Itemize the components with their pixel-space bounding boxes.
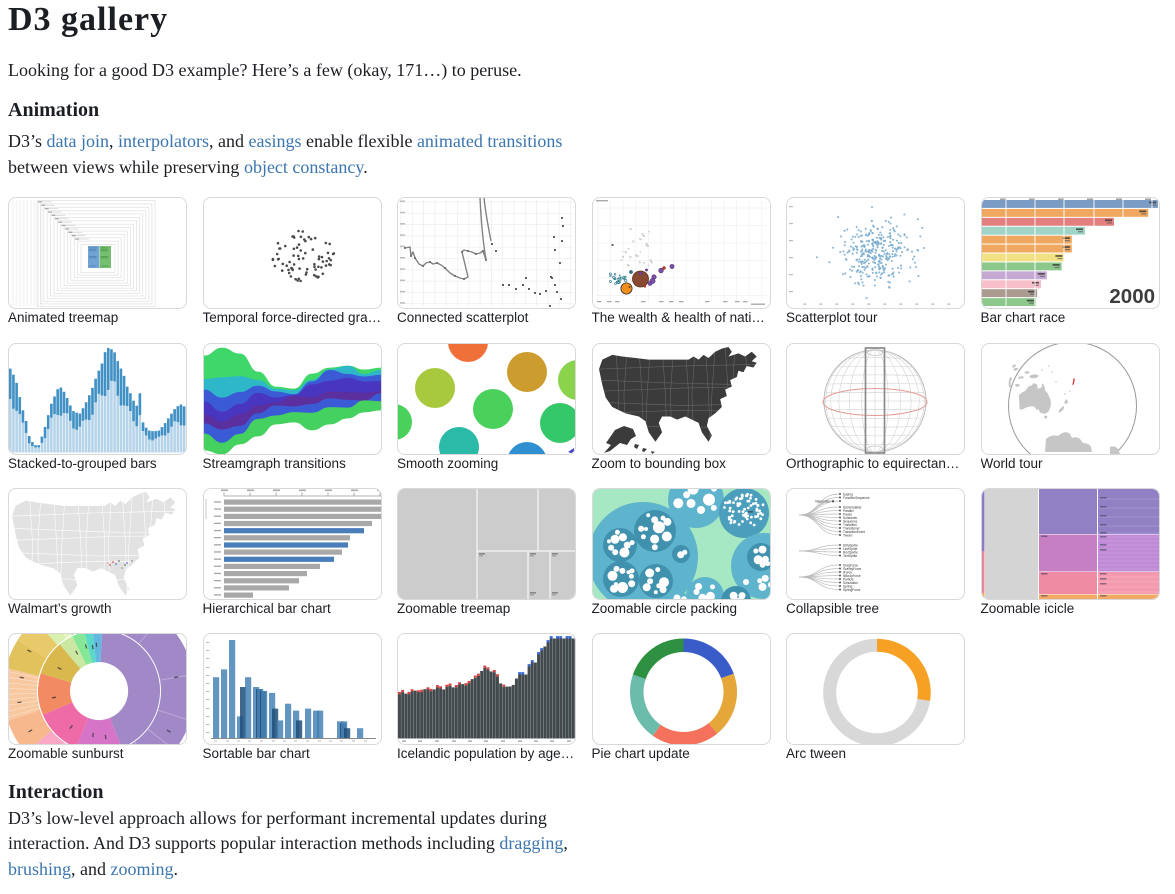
svg-text:Scheduler: Scheduler (843, 516, 858, 520)
svg-text:TextSprite: TextSprite (843, 554, 857, 558)
svg-text:LineSprite: LineSprite (843, 547, 858, 551)
svg-text:Interpolate: Interpolate (815, 499, 830, 503)
svg-text:NBodyForce: NBodyForce (843, 574, 861, 578)
svg-text:Tween: Tween (843, 533, 853, 537)
svg-text:SpringForce: SpringForce (843, 588, 861, 592)
svg-text:Parallel: Parallel (843, 509, 854, 513)
svg-text:Easing: Easing (843, 492, 853, 496)
svg-text:DragForce: DragForce (843, 563, 858, 567)
svg-text:TransitionEvent: TransitionEvent (843, 530, 865, 534)
svg-text:DirtySprite: DirtySprite (843, 543, 858, 547)
svg-text:FunctionSequence: FunctionSequence (843, 496, 870, 500)
svg-text:Pause: Pause (843, 512, 852, 516)
svg-text:Transition: Transition (843, 523, 857, 527)
svg-text:Simulation: Simulation (843, 581, 858, 585)
svg-text:GravityForce: GravityForce (843, 567, 861, 571)
svg-text:Spring: Spring (843, 584, 852, 588)
svg-text:IForce: IForce (843, 570, 852, 574)
svg-text:2000: 2000 (1109, 285, 1155, 308)
svg-text:RectSprite: RectSprite (843, 550, 858, 554)
svg-text:Transitioner: Transitioner (843, 526, 861, 530)
svg-text:ISchedulable: ISchedulable (843, 505, 862, 509)
svg-text:Sequence: Sequence (843, 519, 858, 523)
svg-text:Particle: Particle (843, 577, 854, 581)
